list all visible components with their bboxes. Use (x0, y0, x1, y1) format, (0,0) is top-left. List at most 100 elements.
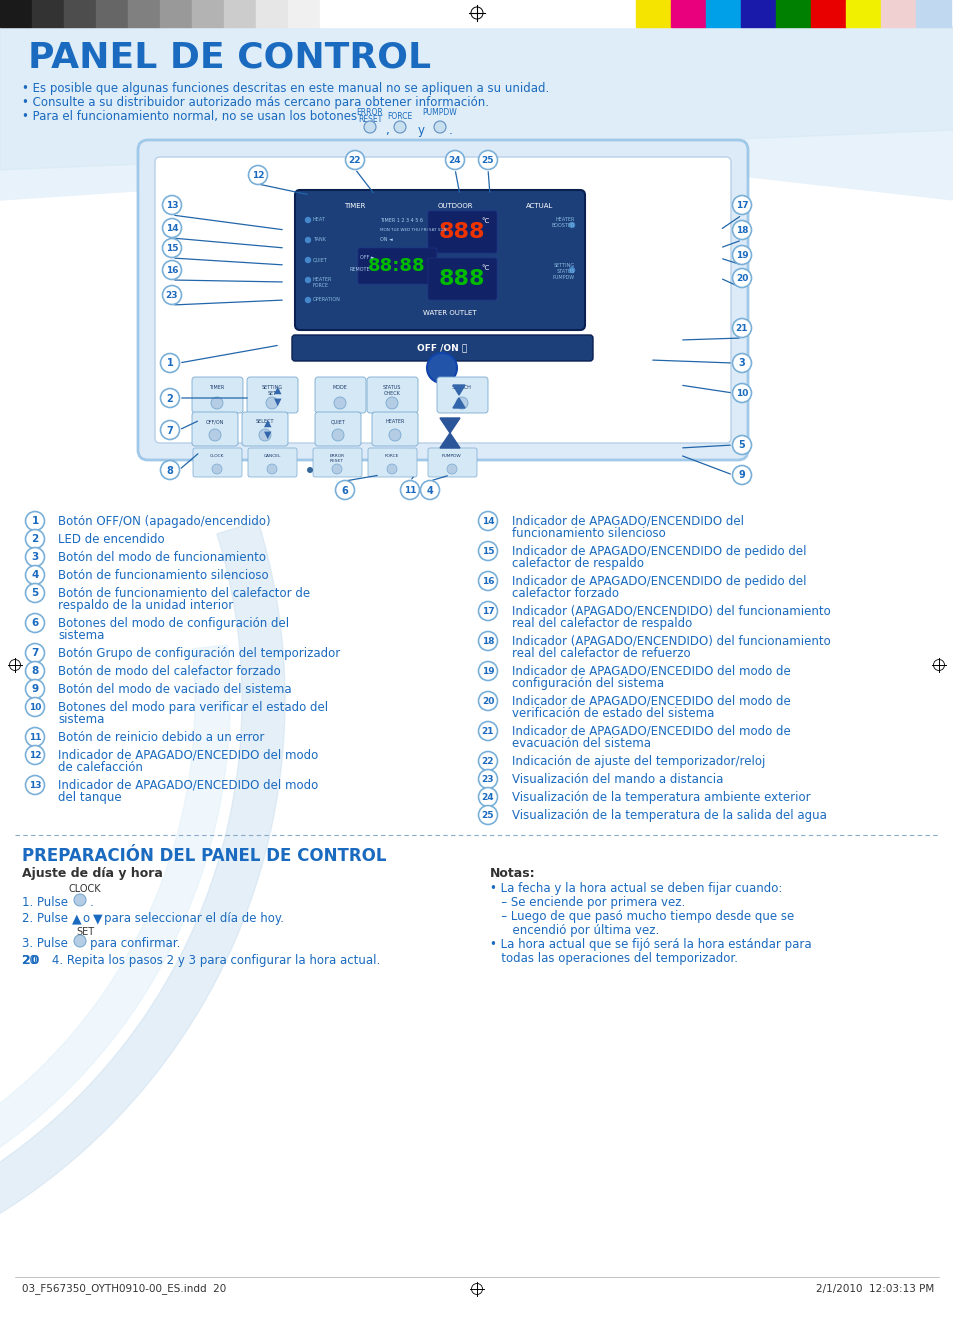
Circle shape (74, 934, 86, 948)
Text: sistema: sistema (58, 713, 104, 726)
Text: 4: 4 (426, 485, 433, 496)
Circle shape (478, 692, 497, 710)
Text: Botón del modo de funcionamiento: Botón del modo de funcionamiento (58, 551, 266, 564)
FancyBboxPatch shape (436, 377, 488, 413)
Text: MODE: MODE (333, 385, 347, 390)
Circle shape (160, 460, 179, 480)
Text: • Para el funcionamiento normal, no se usan los botones: • Para el funcionamiento normal, no se u… (22, 109, 356, 123)
FancyBboxPatch shape (192, 413, 237, 445)
Circle shape (305, 257, 310, 262)
FancyBboxPatch shape (242, 413, 288, 445)
Text: – Luego de que pasó mucho tiempo desde que se: – Luego de que pasó mucho tiempo desde q… (490, 909, 794, 923)
Text: Botones del modo para verificar el estado del: Botones del modo para verificar el estad… (58, 701, 328, 714)
Circle shape (305, 298, 310, 303)
Text: 9: 9 (738, 471, 744, 481)
Circle shape (345, 150, 364, 170)
Circle shape (162, 261, 181, 279)
Text: HEATER
FORCE: HEATER FORCE (313, 277, 332, 287)
Circle shape (569, 223, 574, 228)
Text: 3. Pulse: 3. Pulse (22, 937, 68, 950)
Text: Botón de funcionamiento silencioso: Botón de funcionamiento silencioso (58, 569, 269, 583)
FancyBboxPatch shape (138, 140, 747, 460)
Circle shape (305, 217, 310, 223)
Text: ▼: ▼ (274, 397, 281, 407)
Circle shape (209, 428, 221, 442)
Text: Indicador de APAGADO/ENCEDIDO del modo: Indicador de APAGADO/ENCEDIDO del modo (58, 779, 318, 792)
Circle shape (26, 584, 45, 602)
Circle shape (334, 397, 346, 409)
Text: sistema: sistema (58, 629, 104, 642)
Text: Indicador de APAGADO/ENCEDIDO del modo: Indicador de APAGADO/ENCEDIDO del modo (58, 749, 318, 762)
Text: 8: 8 (167, 465, 173, 476)
Text: Botón de funcionamiento del calefactor de: Botón de funcionamiento del calefactor d… (58, 587, 310, 600)
Text: 1: 1 (167, 358, 173, 369)
Text: Indicación de ajuste del temporizador/reloj: Indicación de ajuste del temporizador/re… (512, 755, 764, 768)
Text: 2/1/2010  12:03:13 PM: 2/1/2010 12:03:13 PM (815, 1284, 933, 1294)
Text: respaldo de la unidad interior: respaldo de la unidad interior (58, 598, 233, 612)
FancyBboxPatch shape (247, 377, 297, 413)
Bar (880, 0, 915, 26)
Bar (64, 0, 96, 26)
Circle shape (26, 643, 45, 663)
Text: 19: 19 (481, 667, 494, 676)
Text: Indicador de APAGADO/ENCEDIDO del modo de: Indicador de APAGADO/ENCEDIDO del modo d… (512, 666, 790, 677)
FancyBboxPatch shape (428, 448, 476, 477)
Text: 22: 22 (349, 156, 361, 165)
Circle shape (267, 464, 276, 474)
Circle shape (305, 237, 310, 243)
Text: WATER OUTLET: WATER OUTLET (423, 310, 476, 316)
Circle shape (394, 121, 406, 133)
Text: 13: 13 (29, 782, 41, 789)
Bar (775, 0, 810, 26)
Text: CLOCK: CLOCK (69, 884, 101, 894)
Text: Botón OFF/ON (apagado/encendido): Botón OFF/ON (apagado/encendido) (58, 515, 271, 529)
Circle shape (258, 428, 271, 442)
Text: 5: 5 (738, 440, 744, 451)
Circle shape (160, 353, 179, 373)
Text: 2. Pulse: 2. Pulse (22, 912, 68, 925)
Text: encendió por última vez.: encendió por última vez. (490, 924, 659, 937)
Text: Indicador de APAGADO/ENCENDIDO de pedido del: Indicador de APAGADO/ENCENDIDO de pedido… (512, 546, 805, 558)
Text: • Consulte a su distribuidor autorizado más cercano para obtener información.: • Consulte a su distribuidor autorizado … (22, 96, 489, 109)
Circle shape (26, 680, 45, 699)
Text: 24: 24 (448, 156, 461, 165)
Bar (845, 0, 880, 26)
FancyBboxPatch shape (428, 258, 497, 301)
Text: o: o (82, 912, 89, 925)
FancyBboxPatch shape (192, 377, 243, 413)
Text: 8: 8 (31, 667, 38, 676)
Bar (15, 1277, 938, 1305)
Text: 20    4. Repita los pasos 2 y 3 para configurar la hora actual.: 20 4. Repita los pasos 2 y 3 para config… (22, 954, 380, 967)
Text: 17: 17 (481, 608, 494, 616)
FancyBboxPatch shape (193, 448, 242, 477)
Text: Indicador de APAGADO/ENCEDIDO del modo de: Indicador de APAGADO/ENCEDIDO del modo d… (512, 725, 790, 738)
Text: 14: 14 (166, 224, 178, 233)
FancyBboxPatch shape (357, 248, 436, 283)
Text: MON TUE WED THU FRI SAT SUN: MON TUE WED THU FRI SAT SUN (379, 228, 446, 232)
Circle shape (478, 631, 497, 651)
FancyBboxPatch shape (314, 377, 366, 413)
Circle shape (266, 397, 277, 409)
Text: evacuación del sistema: evacuación del sistema (512, 737, 650, 750)
Text: TIMER: TIMER (209, 385, 224, 390)
Text: HEATER: HEATER (385, 419, 404, 424)
FancyBboxPatch shape (368, 448, 416, 477)
Text: 22: 22 (481, 757, 494, 766)
Circle shape (160, 389, 179, 407)
Text: 14: 14 (481, 517, 494, 526)
Text: 03_F567350_OYTH0910-00_ES.indd  20: 03_F567350_OYTH0910-00_ES.indd 20 (22, 1284, 226, 1294)
Text: • La fecha y la hora actual se deben fijar cuando:: • La fecha y la hora actual se deben fij… (490, 882, 781, 895)
Text: • Es posible que algunas funciones descritas en este manual no se apliquen a su : • Es posible que algunas funciones descr… (22, 82, 549, 95)
Circle shape (447, 464, 456, 474)
Text: SETTING
STATUS
PUMPDW: SETTING STATUS PUMPDW (553, 264, 575, 279)
Text: 1. Pulse: 1. Pulse (22, 896, 68, 909)
Bar (192, 0, 224, 26)
Text: para confirmar.: para confirmar. (90, 937, 180, 950)
Circle shape (26, 511, 45, 531)
Circle shape (211, 397, 223, 409)
FancyBboxPatch shape (154, 157, 730, 443)
Bar (0, 0, 32, 26)
Text: ▲: ▲ (274, 385, 281, 395)
Text: REMOTE: REMOTE (350, 268, 370, 272)
Circle shape (162, 286, 181, 304)
